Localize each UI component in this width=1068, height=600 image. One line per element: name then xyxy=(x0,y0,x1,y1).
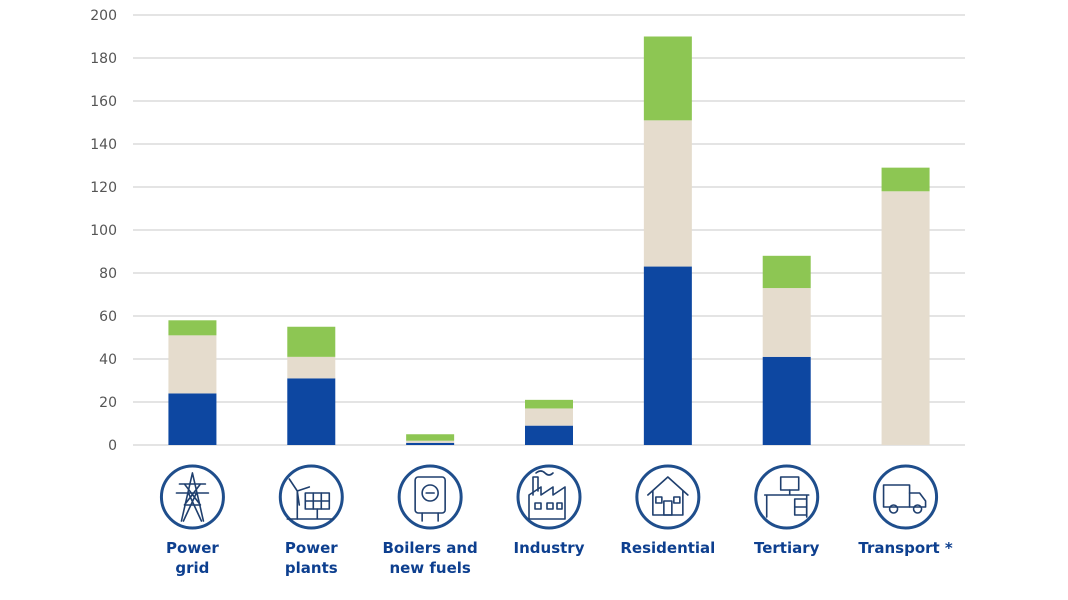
grid-lines xyxy=(133,14,965,446)
bar-segment xyxy=(525,408,573,426)
bar-segment xyxy=(168,320,217,336)
bar-segment xyxy=(287,356,336,379)
bar-segment xyxy=(762,356,811,445)
bar-segment xyxy=(406,434,455,441)
bar-segment xyxy=(168,393,217,445)
bar-segment xyxy=(406,442,455,445)
office-desk-icon xyxy=(754,464,820,530)
x-category-label: new fuels xyxy=(389,559,470,577)
x-category-label: Boilers and xyxy=(383,539,478,557)
y-axis-ticks: 0 20 40 60 80 100 120 140 160 180 200 xyxy=(90,8,117,454)
y-tick-label: 20 xyxy=(99,395,117,411)
x-category-label: grid xyxy=(175,559,209,577)
bar-segment xyxy=(762,255,811,289)
y-tick-label: 200 xyxy=(90,8,117,24)
bars xyxy=(168,36,930,445)
y-tick-label: 40 xyxy=(99,352,117,368)
bar-segment xyxy=(762,288,811,357)
y-tick-label: 140 xyxy=(90,137,117,153)
x-category-label: plants xyxy=(285,559,338,577)
y-tick-label: 80 xyxy=(99,266,117,282)
y-tick-label: 180 xyxy=(90,51,117,67)
bar-segment xyxy=(525,399,573,409)
boiler-icon xyxy=(397,464,463,530)
y-tick-label: 160 xyxy=(90,94,117,110)
bar-segment xyxy=(643,120,692,267)
x-category-label: Power xyxy=(285,539,338,557)
y-tick-label: 100 xyxy=(90,223,117,239)
bar-segment xyxy=(881,167,930,192)
truck-icon xyxy=(873,464,939,530)
x-category-label: Power xyxy=(166,539,219,557)
category-icons xyxy=(159,464,939,530)
bar-segment xyxy=(881,191,930,445)
wind-solar-icon xyxy=(278,464,344,530)
house-icon xyxy=(635,464,701,530)
y-tick-label: 0 xyxy=(108,438,117,454)
bar-segment xyxy=(643,36,692,121)
y-tick-label: 60 xyxy=(99,309,117,325)
bar-segment xyxy=(287,378,336,445)
x-category-label: Residential xyxy=(620,539,715,557)
power-pylon-icon xyxy=(159,464,225,530)
bar-segment xyxy=(406,440,455,443)
x-category-label: Tertiary xyxy=(754,539,820,557)
bar-segment xyxy=(168,335,217,394)
bar-segment xyxy=(643,266,692,445)
bar-segment xyxy=(525,425,573,445)
bar-segment xyxy=(287,326,336,357)
x-category-label: Transport * xyxy=(858,539,953,557)
y-tick-label: 120 xyxy=(90,180,117,196)
x-axis-labels: Power grid Power plants Boilers and new fuels… xyxy=(166,539,953,577)
factory-icon xyxy=(516,464,582,530)
x-category-label: Industry xyxy=(514,539,585,557)
